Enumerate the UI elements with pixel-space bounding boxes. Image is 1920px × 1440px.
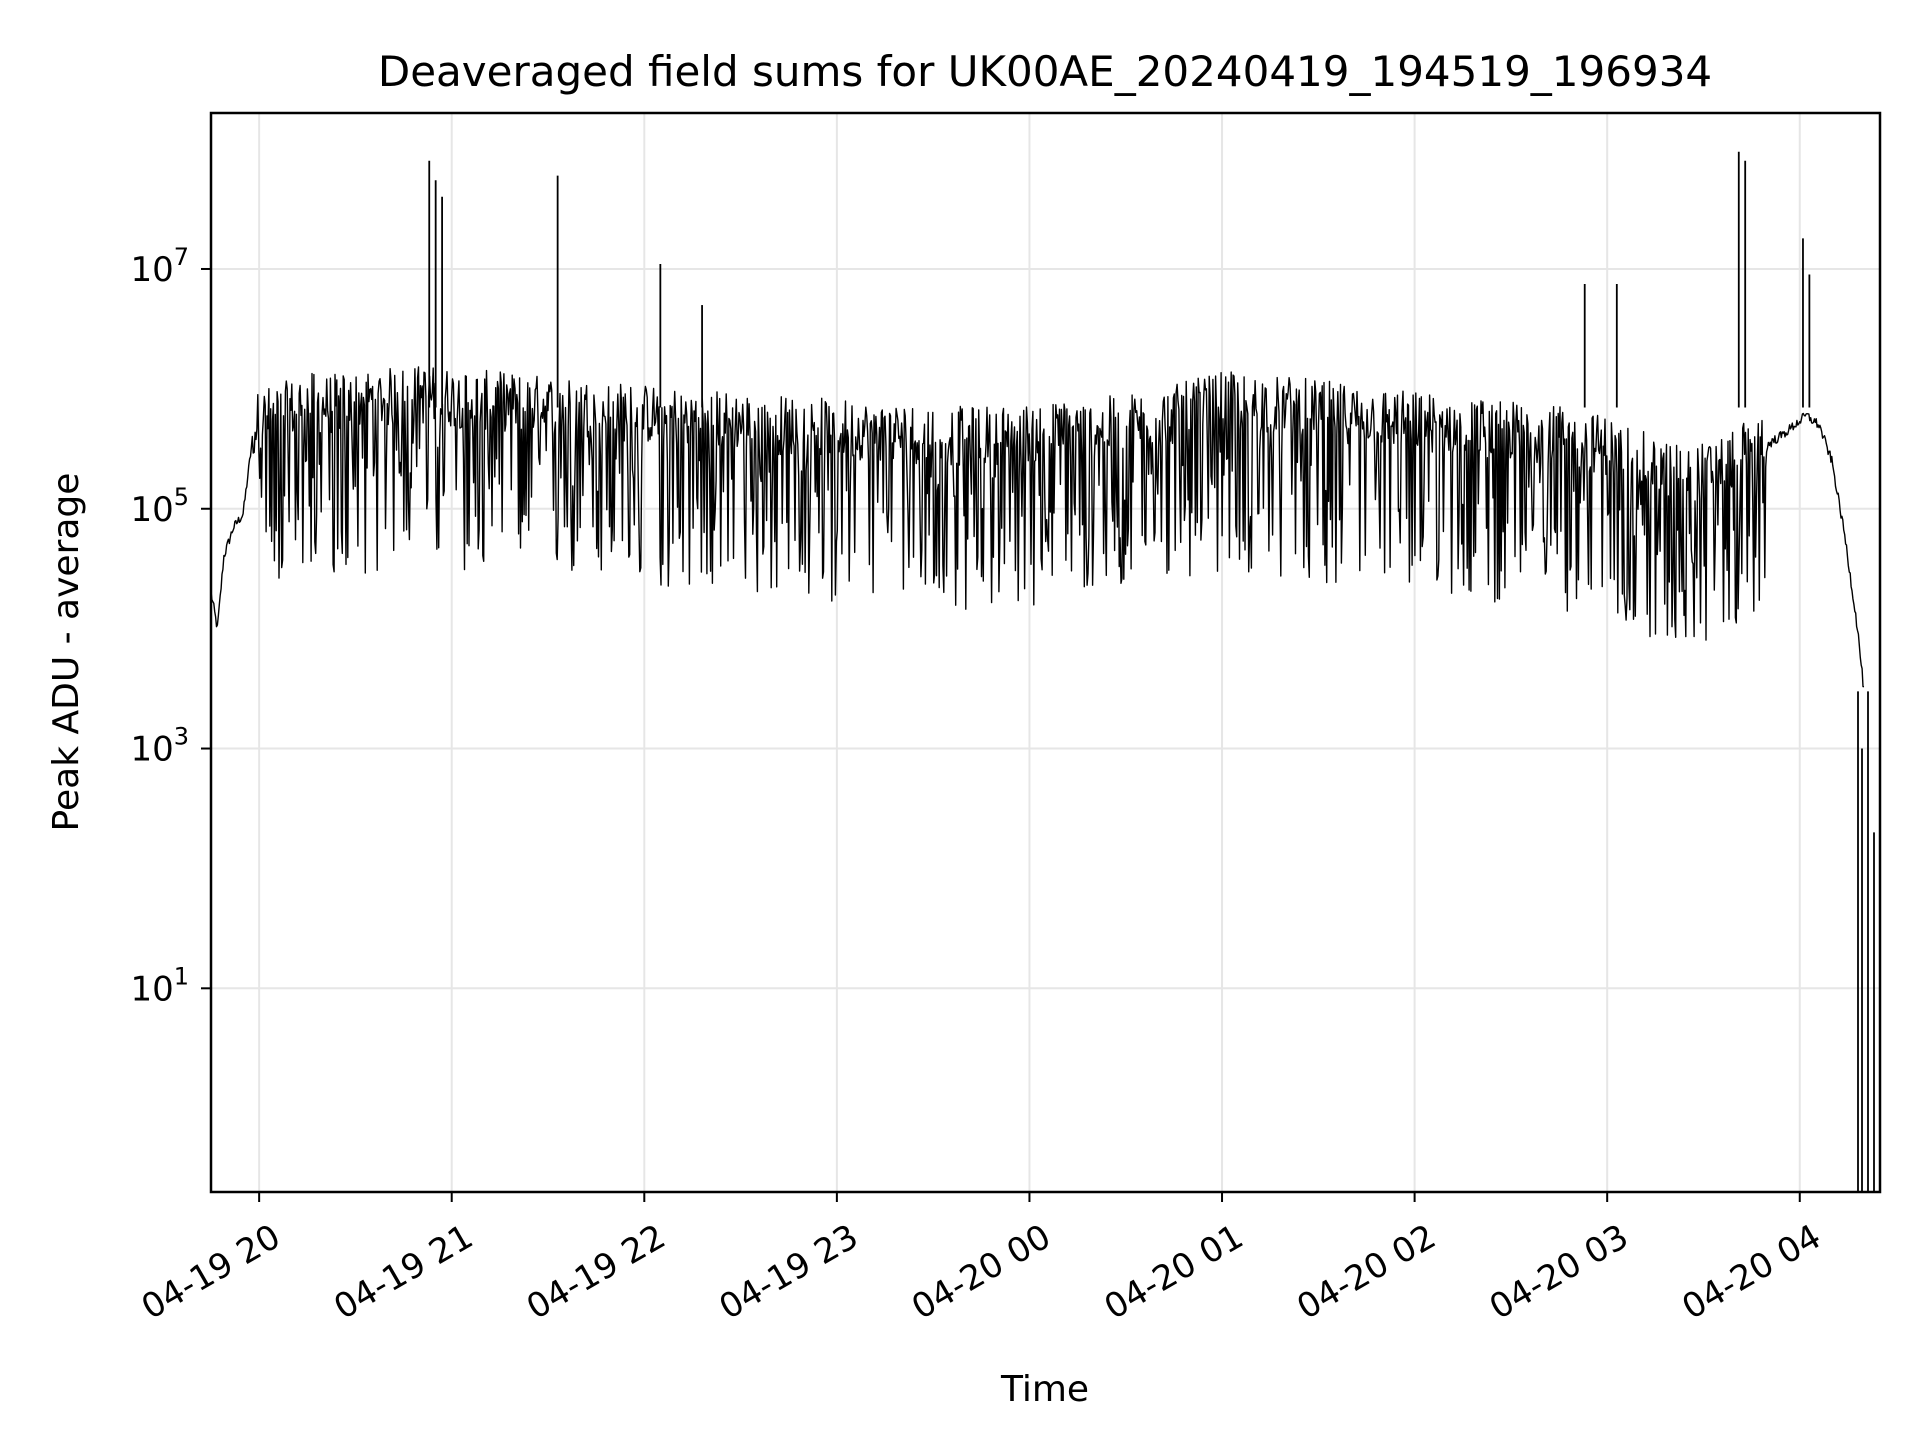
chart-title: Deaveraged field sums for UK00AE_2024041… — [378, 47, 1712, 96]
series-line — [210, 366, 1865, 688]
y-tick-label: 107 — [130, 243, 189, 290]
y-axis-label: Peak ADU - average — [46, 473, 87, 832]
y-tick-label: 105 — [130, 483, 189, 530]
series-group — [210, 151, 1875, 1192]
y-tick-label: 103 — [130, 723, 189, 770]
plot-frame — [209, 111, 1882, 1194]
y-tick-label: 101 — [130, 962, 189, 1009]
x-axis-label: Time — [1000, 1369, 1089, 1410]
y-axis: 101 103 105 107 — [130, 243, 211, 1009]
grid-lines — [211, 113, 1880, 1192]
